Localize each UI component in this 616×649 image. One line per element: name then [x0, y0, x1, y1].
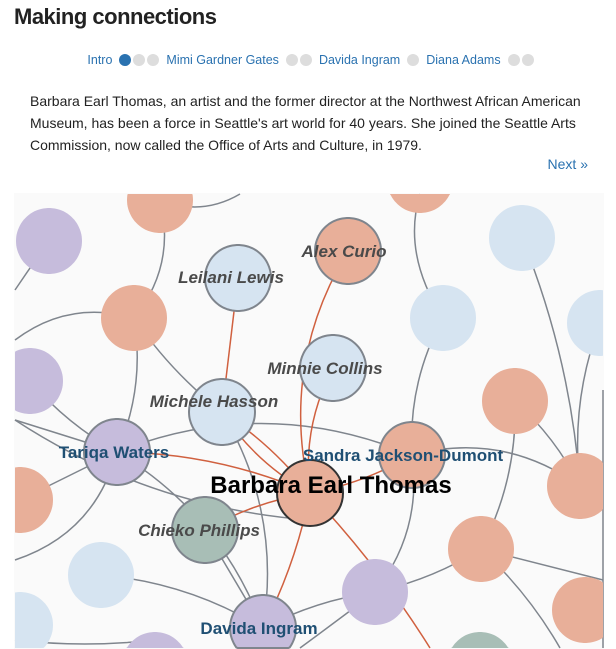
person-node[interactable]	[16, 208, 82, 274]
person-node[interactable]	[187, 378, 257, 446]
person-node[interactable]	[170, 496, 240, 564]
person-label: Minnie Collins	[267, 359, 382, 378]
person-node[interactable]	[313, 217, 383, 285]
person-label: Tariqa Waters	[59, 443, 170, 462]
person-node[interactable]	[82, 418, 152, 486]
person-node[interactable]	[482, 368, 548, 434]
connection-line	[14, 419, 311, 521]
person-node[interactable]	[547, 453, 603, 519]
person-node[interactable]	[122, 632, 188, 648]
person-node[interactable]	[567, 290, 603, 356]
person-node[interactable]	[127, 194, 193, 233]
person-node[interactable]	[298, 334, 368, 402]
person-node[interactable]	[447, 632, 513, 648]
nav-step-dot[interactable]	[147, 53, 160, 66]
center-person-label: Barbara Earl Thomas	[210, 472, 451, 499]
person-node[interactable]	[101, 285, 167, 351]
story-nav: Intro Mimi Gardner Gates Davida Ingram Dian…	[0, 52, 616, 67]
connection-line	[116, 422, 413, 456]
nav-step-dot[interactable]	[133, 53, 146, 66]
person-node[interactable]	[342, 559, 408, 625]
nav-step-dot[interactable]	[285, 53, 298, 66]
network-diagram: Alex Curio Leilani Lewis Minnie Collins Mic…	[14, 193, 604, 649]
nav-link[interactable]: Davida Ingram	[318, 52, 401, 67]
nav-link[interactable]: Intro	[87, 52, 113, 67]
nav-step-dot[interactable]	[407, 53, 420, 66]
person-node[interactable]	[387, 194, 453, 213]
person-label: Sandra Jackson-Dumont	[303, 446, 504, 465]
person-label: Michele Hasson	[150, 392, 279, 411]
person-label: Leilani Lewis	[178, 268, 284, 287]
person-node[interactable]	[203, 244, 273, 312]
person-node[interactable]	[410, 285, 476, 351]
person-node[interactable]	[15, 348, 63, 414]
person-node[interactable]	[228, 594, 298, 649]
person-label: Chieko Phillips	[138, 521, 260, 540]
person-node[interactable]	[448, 516, 514, 582]
person-node[interactable]	[68, 542, 134, 608]
nav-step-dot[interactable]	[299, 53, 312, 66]
intro-text: Barbara Earl Thomas, an artist and the f…	[30, 93, 581, 153]
person-label: Alex Curio	[300, 242, 386, 261]
nav-step-dot[interactable]	[507, 53, 520, 66]
page-title: Making connections	[14, 4, 217, 29]
nav-link[interactable]: Diana Adams	[426, 52, 501, 67]
person-node[interactable]	[489, 205, 555, 271]
nav-link[interactable]: Mimi Gardner Gates	[166, 52, 279, 67]
person-label: Davida Ingram	[200, 619, 317, 638]
center-person-node[interactable]	[276, 459, 344, 527]
nav-step-dot[interactable]	[521, 53, 534, 66]
person-node[interactable]	[15, 592, 53, 648]
next-link[interactable]: Next »	[547, 156, 588, 172]
person-node[interactable]	[377, 421, 447, 489]
nav-step-dot[interactable]	[119, 53, 132, 66]
person-node[interactable]	[552, 577, 603, 643]
person-node[interactable]	[15, 467, 53, 533]
